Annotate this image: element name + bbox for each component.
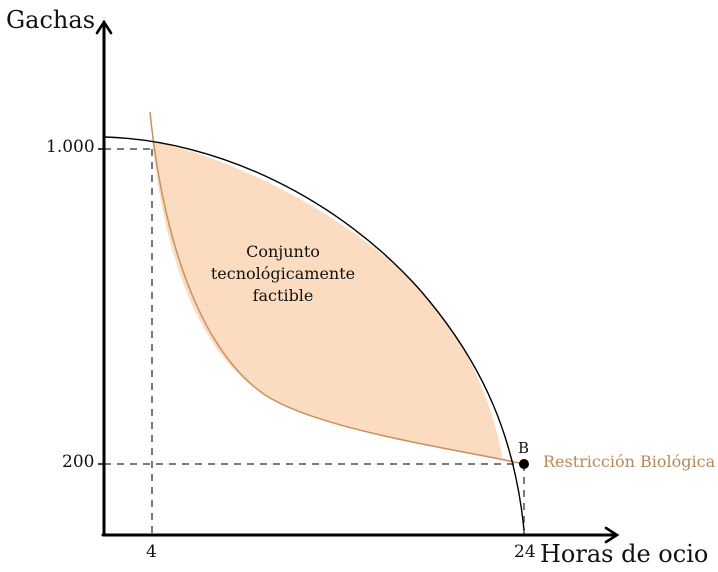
region-label-line-3: factible — [252, 286, 314, 305]
x-tick-label-24: 24 — [514, 542, 536, 562]
y-axis-title: Gachas — [6, 6, 96, 34]
production-frontier-curve — [103, 136, 525, 531]
region-label-line-1: Conjunto — [246, 242, 320, 261]
x-tick-label-4: 4 — [146, 542, 157, 562]
biological-constraint-label: Restricción Biológica — [543, 452, 716, 471]
tick-marks — [98, 148, 104, 465]
feasible-region — [152, 141, 503, 460]
point-b-marker — [519, 459, 529, 469]
axes — [95, 19, 620, 544]
y-tick-label-1000: 1.000 — [46, 137, 95, 157]
feasible-region-label: Conjunto tecnológicamente factible — [188, 241, 378, 307]
y-axis-arrow — [95, 19, 113, 35]
biological-constraint-curve — [149, 111, 525, 465]
y-tick-label-200: 200 — [62, 452, 95, 472]
region-label-line-2: tecnológicamente — [210, 264, 356, 283]
guide-lines — [104, 148, 525, 534]
point-b-label: B — [518, 439, 530, 457]
x-axis-arrow — [604, 526, 620, 544]
x-axis-title: Horas de ocio — [540, 540, 709, 568]
